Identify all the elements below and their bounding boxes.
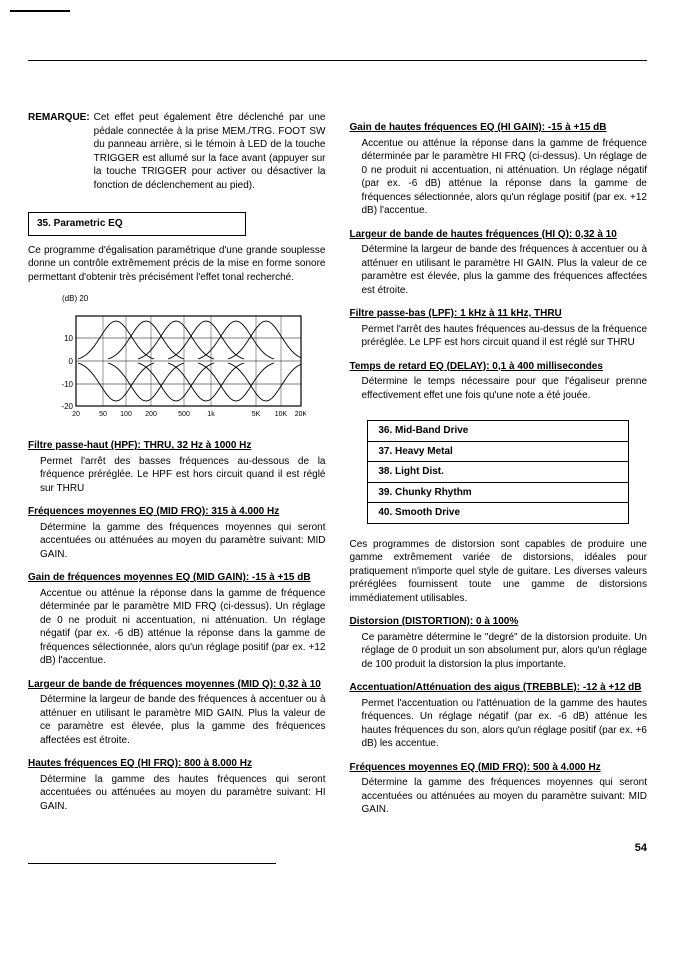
svg-text:100: 100 (120, 411, 132, 418)
param-heading: Distorsion (DISTORTION): 0 à 100% (350, 615, 648, 629)
effects-cell: 39. Chunky Rhythm (368, 482, 629, 503)
effects-row: 36. Mid-Band Drive (368, 421, 629, 442)
svg-text:500: 500 (178, 411, 190, 418)
param-heading: Gain de hautes fréquences EQ (HI GAIN): … (350, 121, 648, 135)
param-body: Accentue ou atténue la réponse dans la g… (362, 137, 648, 218)
param-heading: Largeur de bande de hautes fréquences (H… (350, 228, 648, 242)
right-params-container: Gain de hautes fréquences EQ (HI GAIN): … (350, 121, 648, 402)
svg-text:5K: 5K (251, 411, 260, 418)
param-body: Détermine la largeur de bande des fréque… (362, 243, 648, 297)
param-body: Permet l'arrêt des basses fréquences au-… (40, 455, 326, 496)
eq-chart-svg: 100-10-2020501002005001k5K10K20K (48, 311, 306, 421)
top-rule (28, 60, 647, 61)
section-35-heading: 35. Parametric EQ (28, 212, 246, 236)
svg-text:20K: 20K (295, 411, 306, 418)
right-column: Gain de hautes fréquences EQ (HI GAIN): … (350, 111, 648, 827)
svg-text:-10: -10 (61, 380, 73, 389)
svg-text:200: 200 (145, 411, 157, 418)
param-heading: Filtre passe-bas (LPF): 1 kHz à 11 kHz, … (350, 307, 648, 321)
effects-cell: 37. Heavy Metal (368, 441, 629, 462)
svg-text:10: 10 (64, 334, 73, 343)
param-heading: Filtre passe-haut (HPF): THRU, 32 Hz à 1… (28, 439, 326, 453)
page-number: 54 (28, 841, 647, 856)
effects-row: 38. Light Dist. (368, 462, 629, 483)
param-body: Détermine le temps nécessaire pour que l… (362, 375, 648, 402)
param-heading: Fréquences moyennes EQ (MID FRQ): 500 à … (350, 761, 648, 775)
effects-row: 39. Chunky Rhythm (368, 482, 629, 503)
effects-table: 36. Mid-Band Drive37. Heavy Metal38. Lig… (367, 420, 629, 524)
param-body: Permet l'accentuation ou l'atténuation d… (362, 697, 648, 751)
remark-label: REMARQUE: (28, 111, 90, 192)
param-body: Détermine la gamme des hautes fréquences… (40, 773, 326, 814)
param-heading: Fréquences moyennes EQ (MID FRQ): 315 à … (28, 505, 326, 519)
corner-mark (10, 10, 70, 12)
param-body: Détermine la gamme des fréquences moyenn… (40, 521, 326, 562)
param-body: Détermine la gamme des fréquences moyenn… (362, 776, 648, 817)
svg-text:20: 20 (72, 411, 80, 418)
param-heading: Temps de retard EQ (DELAY): 0,1 à 400 mi… (350, 360, 648, 374)
param-heading: Gain de fréquences moyennes EQ (MID GAIN… (28, 571, 326, 585)
effects-cell: 38. Light Dist. (368, 462, 629, 483)
svg-text:10K: 10K (275, 411, 288, 418)
left-column: REMARQUE: Cet effet peut également être … (28, 111, 326, 827)
svg-text:-20: -20 (61, 402, 73, 411)
param-body: Permet l'arrêt des hautes fréquences au-… (362, 323, 648, 350)
svg-text:0: 0 (68, 357, 73, 366)
param-heading: Hautes fréquences EQ (HI FRQ): 800 à 8.0… (28, 757, 326, 771)
svg-text:50: 50 (99, 411, 107, 418)
content-columns: REMARQUE: Cet effet peut également être … (28, 111, 647, 827)
chart-y-label: (dB) 20 (62, 294, 326, 305)
param-body: Ce paramètre détermine le "degré" de la … (362, 631, 648, 672)
effects-cell: 36. Mid-Band Drive (368, 421, 629, 442)
remark-text: Cet effet peut également être déclenché … (94, 111, 326, 192)
right-params2-container: Distorsion (DISTORTION): 0 à 100% Ce para… (350, 615, 648, 817)
section-35-intro: Ce programme d'égalisation paramétrique … (28, 244, 326, 285)
remark-block: REMARQUE: Cet effet peut également être … (28, 111, 326, 192)
distortion-intro: Ces programmes de distorsion sont capabl… (350, 538, 648, 606)
param-heading: Largeur de bande de fréquences moyennes … (28, 678, 326, 692)
effects-cell: 40. Smooth Drive (368, 503, 629, 524)
param-heading: Accentuation/Atténuation des aigus (TREB… (350, 681, 648, 695)
svg-text:1k: 1k (207, 411, 215, 418)
param-body: Détermine la largeur de bande des fréque… (40, 693, 326, 747)
left-params-container: Filtre passe-haut (HPF): THRU, 32 Hz à 1… (28, 439, 326, 813)
eq-chart: 100-10-2020501002005001k5K10K20K (28, 311, 326, 426)
param-body: Accentue ou atténue la réponse dans la g… (40, 587, 326, 668)
effects-row: 37. Heavy Metal (368, 441, 629, 462)
effects-row: 40. Smooth Drive (368, 503, 629, 524)
bottom-rule (28, 863, 276, 864)
